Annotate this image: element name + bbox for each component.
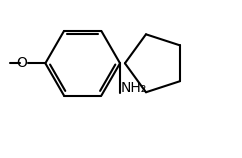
Text: NH₂: NH₂ [121, 81, 147, 95]
Text: O: O [16, 56, 27, 70]
